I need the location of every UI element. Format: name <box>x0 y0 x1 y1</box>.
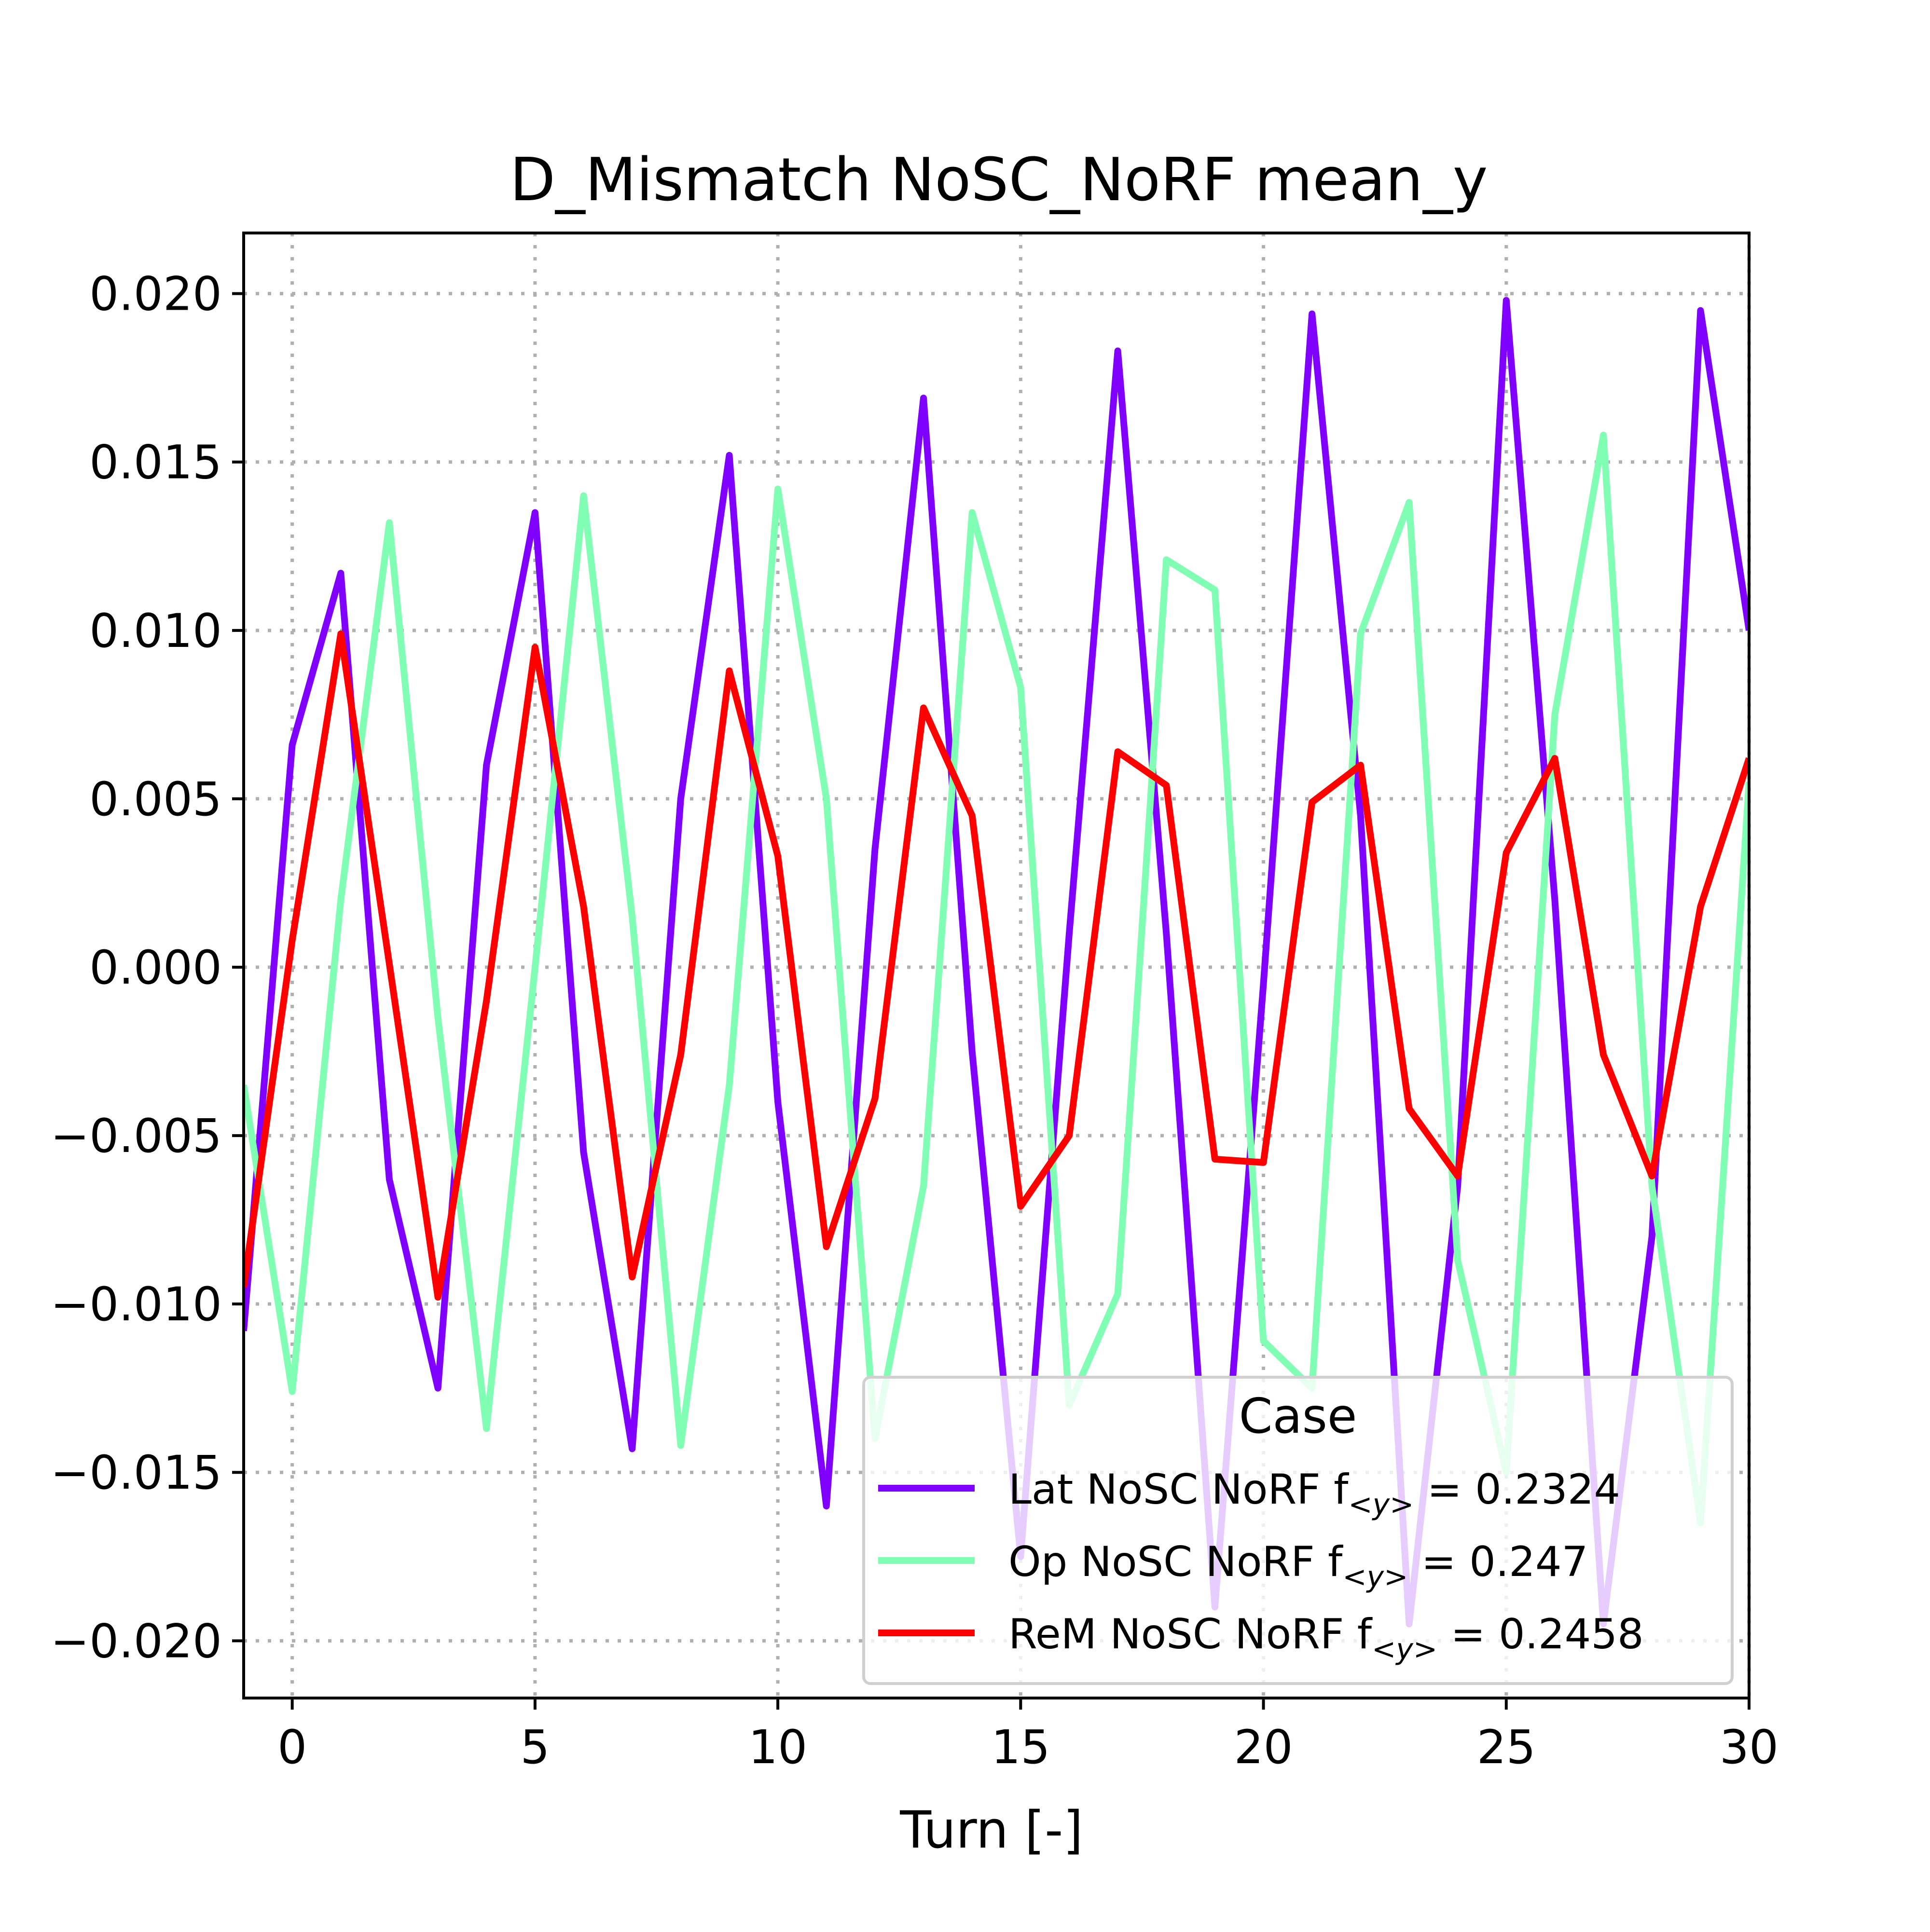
series-line-0 <box>244 297 1749 1628</box>
legend-box <box>862 1376 1734 1685</box>
x-tick-label: 20 <box>1234 1720 1293 1774</box>
chart-title: D_Mismatch NoSC_NoRF mean_y <box>510 146 1488 215</box>
y-tick-label: 0.010 <box>89 604 222 658</box>
legend-entry-2: ReM NoSC NoRF f<y> = 0.2458 <box>1008 1610 1644 1666</box>
axes: 0 5 10 15 20 25 30 0.020 0.015 0.010 0.005 0.000 −0.… <box>51 232 1778 1774</box>
legend-entry-0: Lat NoSC NoRF f<y> = 0.2324 <box>1008 1466 1620 1521</box>
y-tick-label: 0.015 <box>89 436 222 490</box>
y-tick-label: 0.020 <box>89 267 222 321</box>
y-tick-label: −0.010 <box>51 1277 222 1331</box>
plot-frame <box>242 232 1751 1699</box>
legend: Case Lat NoSC NoRF f<y> = 0.2324 Op NoSC N… <box>862 1376 1734 1685</box>
y-tick-label: 0.005 <box>89 772 222 826</box>
x-tick-label: 5 <box>520 1720 550 1774</box>
y-tick-label: −0.015 <box>51 1446 222 1500</box>
x-tick-label: 25 <box>1477 1720 1536 1774</box>
series-line-2 <box>244 630 1749 1301</box>
x-tick-label: 10 <box>748 1720 807 1774</box>
x-tick-label: 30 <box>1720 1720 1778 1774</box>
y-tick-label: −0.020 <box>51 1614 222 1668</box>
x-tick-label: 15 <box>991 1720 1050 1774</box>
legend-entry-1: Op NoSC NoRF f<y> = 0.247 <box>1008 1538 1588 1594</box>
y-tick-label: 0.000 <box>89 941 222 995</box>
x-tick-label: 0 <box>277 1720 307 1774</box>
x-axis-label: Turn [-] <box>899 1800 1083 1860</box>
legend-title: Case <box>1239 1388 1357 1444</box>
y-tick-label: −0.005 <box>51 1109 222 1163</box>
